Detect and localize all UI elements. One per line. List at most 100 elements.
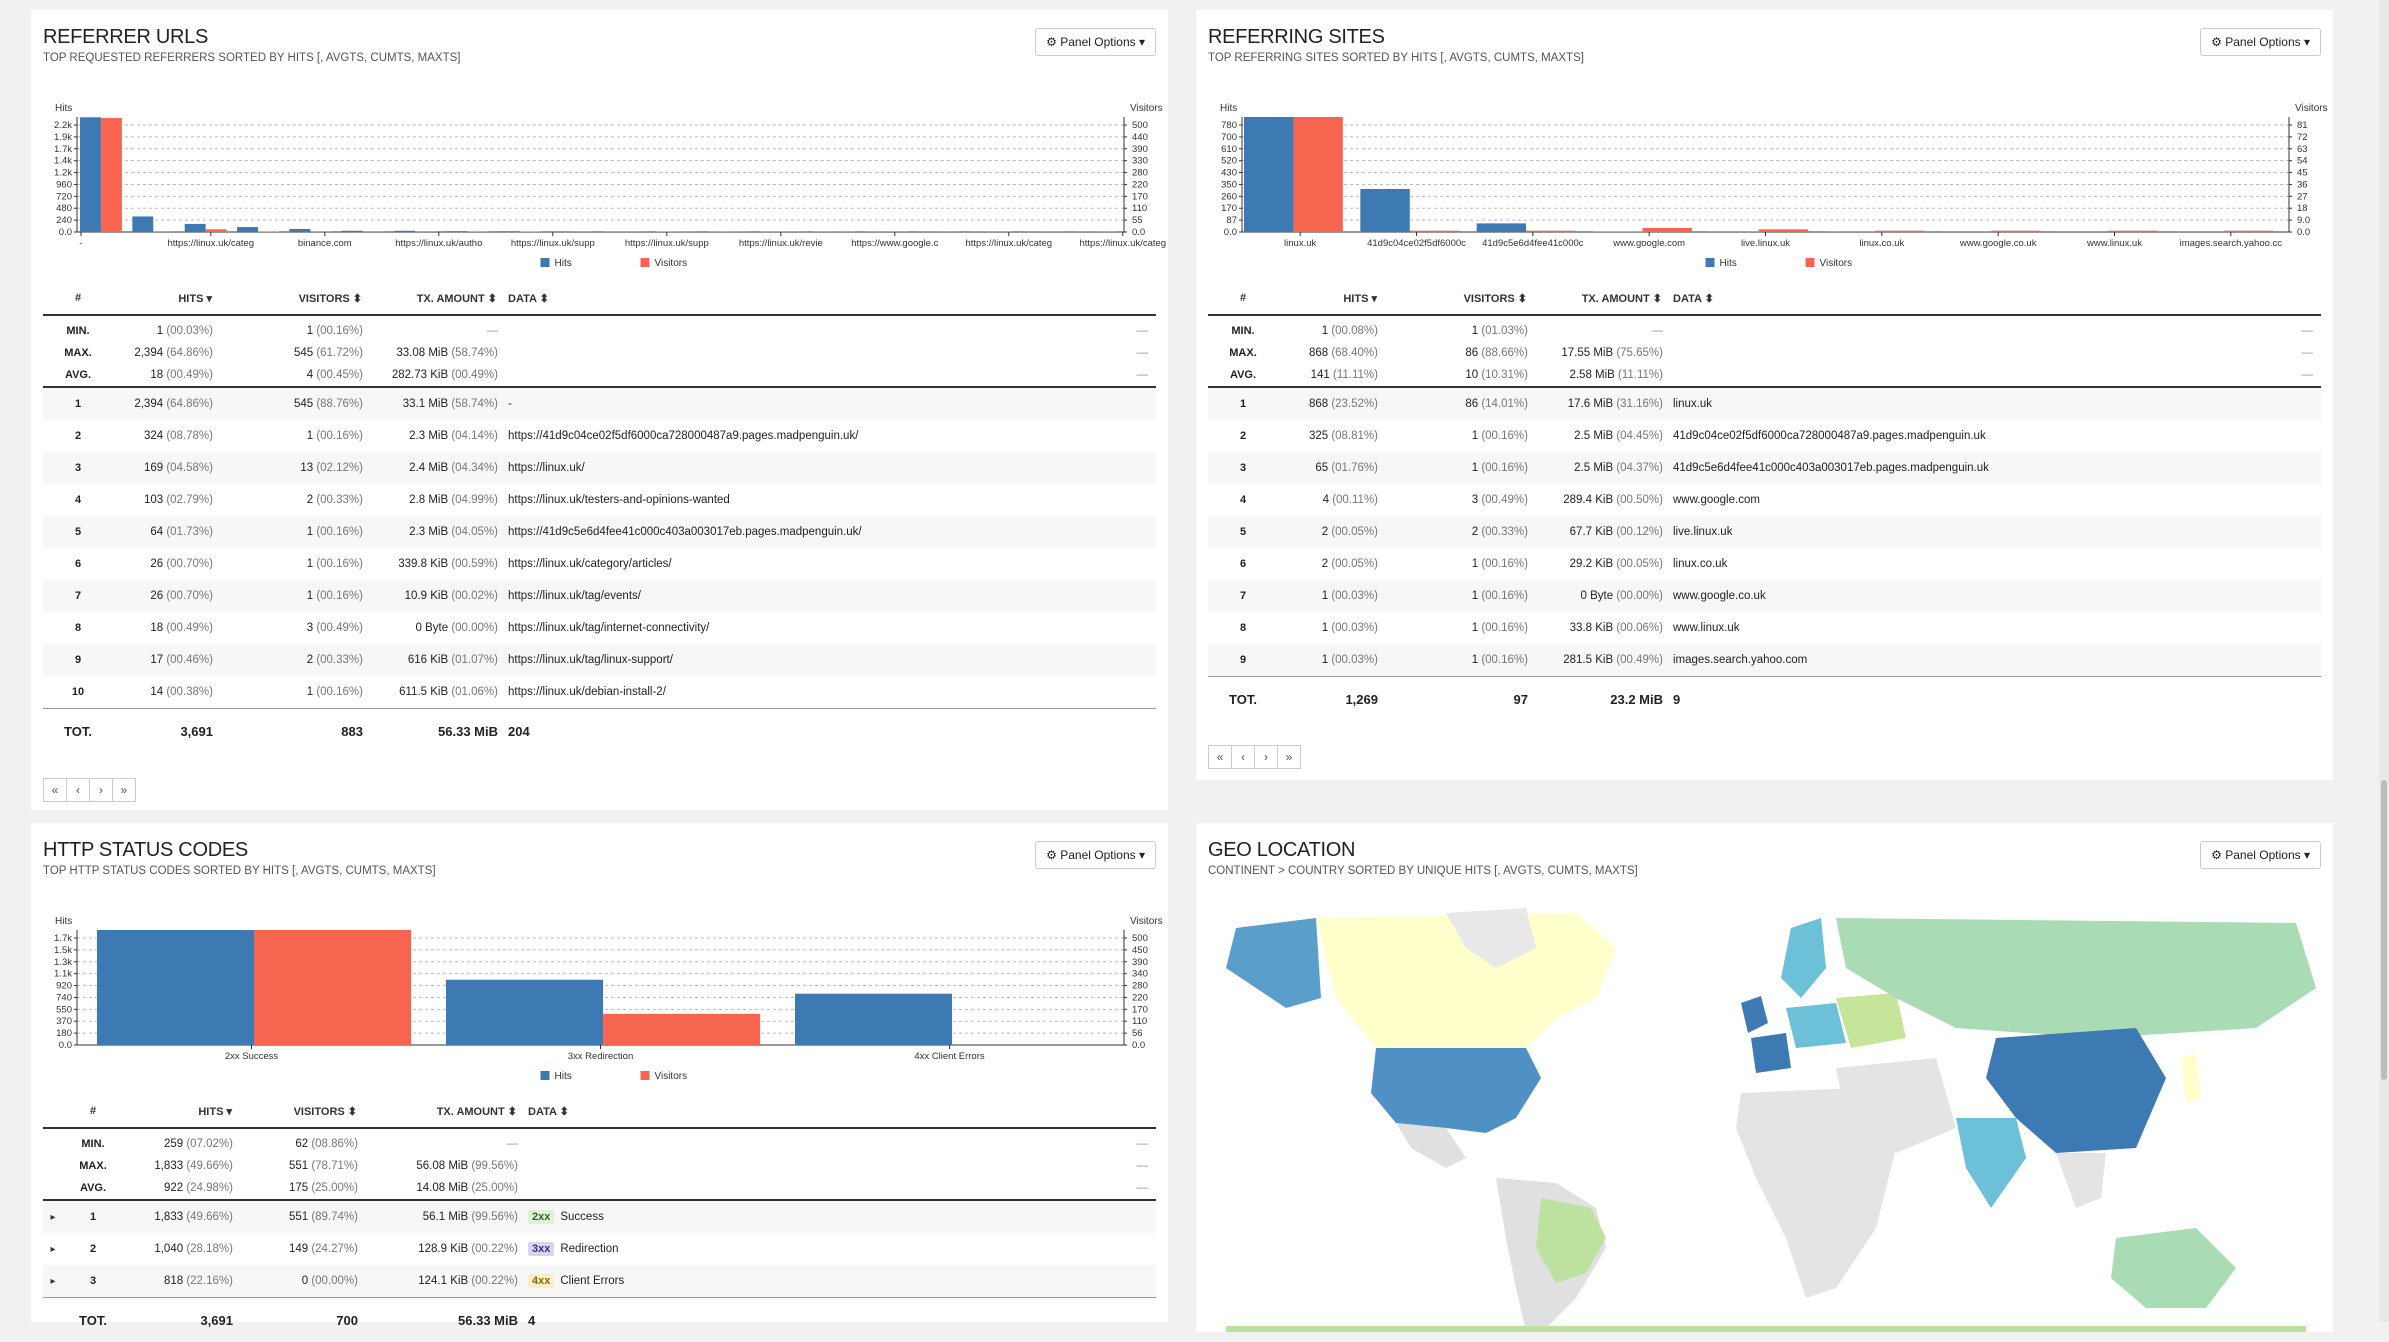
panel-options-button[interactable]: ⚙ Panel Options ▾ (2200, 28, 2321, 56)
bar-visitors[interactable] (1293, 117, 1342, 232)
bar-hits[interactable] (1593, 231, 1642, 232)
bar-visitors[interactable] (603, 1014, 760, 1045)
bar-hits[interactable] (1360, 189, 1409, 232)
data-cell: https://linux.uk/tag/linux-support/ (498, 644, 1156, 676)
first-page-button[interactable]: « (1208, 745, 1232, 769)
expand-caret-icon[interactable]: ▸ (50, 1244, 55, 1255)
col-header-tx-amount[interactable]: TX. AMOUNT ⬍ (1528, 282, 1663, 315)
first-page-button[interactable]: « (43, 778, 67, 802)
bar-visitors[interactable] (1526, 231, 1575, 232)
gear-icon: ⚙ (1046, 848, 1057, 862)
scrollbar-thumb[interactable] (2381, 780, 2387, 1080)
col-header-data[interactable]: DATA ⬍ (518, 1095, 1156, 1128)
panel-options-button[interactable]: ⚙ Panel Options ▾ (1035, 841, 1156, 869)
world-map[interactable] (1196, 908, 2333, 1332)
bar-hits[interactable] (342, 231, 363, 232)
prev-page-button[interactable]: ‹ (1231, 745, 1255, 769)
bar-hits[interactable] (795, 994, 952, 1045)
summary-row: AVG.922 (24.98%)175 (25.00%)14.08 MiB (2… (43, 1177, 1156, 1200)
bar-hits[interactable] (185, 224, 206, 232)
y2-tick-label: 81 (2297, 120, 2308, 131)
col-header-data[interactable]: DATA ⬍ (498, 282, 1156, 315)
col-header-hits[interactable]: HITS ▾ (1278, 282, 1378, 315)
bar-visitors[interactable] (1991, 231, 2040, 232)
next-page-button[interactable]: › (89, 778, 113, 802)
x-tick-label: https://linux.uk/supp (511, 238, 595, 249)
y-tick-label: 260 (1221, 191, 1237, 202)
bar-hits[interactable] (289, 229, 310, 232)
last-page-button[interactable]: » (112, 778, 136, 802)
bar-visitors[interactable] (1875, 231, 1924, 232)
prev-page-button[interactable]: ‹ (66, 778, 90, 802)
y2-tick-label: 450 (1132, 945, 1148, 956)
col-header-hits[interactable]: HITS ▾ (113, 282, 213, 315)
bar-visitors[interactable] (1642, 228, 1691, 232)
bar-visitors[interactable] (2108, 231, 2157, 232)
col-header-visitors[interactable]: VISITORS ⬍ (213, 282, 363, 315)
bar-hits[interactable] (446, 980, 603, 1045)
bar-visitors[interactable] (101, 118, 122, 232)
next-page-button[interactable]: › (1254, 745, 1278, 769)
bar-visitors[interactable] (254, 930, 411, 1045)
col-header-visitors[interactable]: VISITORS ⬍ (1378, 282, 1528, 315)
summary-row: MAX.1,833 (49.66%)551 (78.71%)56.08 MiB … (43, 1155, 1156, 1177)
bar-visitors[interactable] (206, 229, 227, 232)
last-page-button[interactable]: » (1277, 745, 1301, 769)
bar-visitors[interactable] (1759, 229, 1808, 232)
expand-caret-icon[interactable]: ▸ (50, 1276, 55, 1287)
y2-axis-label: Visitors (1130, 916, 1163, 927)
bar-hits[interactable] (446, 231, 467, 232)
bar-visitors[interactable] (2224, 231, 2273, 232)
legend-visitors-label: Visitors (655, 258, 688, 269)
map-central-europe[interactable] (1786, 1003, 1846, 1048)
map-france[interactable] (1751, 1033, 1791, 1073)
bar-hits[interactable] (551, 231, 572, 232)
col-header-visitors[interactable]: VISITORS ⬍ (233, 1095, 358, 1128)
expand-caret-icon[interactable]: ▸ (50, 1212, 55, 1223)
y-tick-label: 1.2k (54, 168, 72, 179)
col-header-tx-amount[interactable]: TX. AMOUNT ⬍ (363, 282, 498, 315)
bar-hits[interactable] (499, 231, 520, 232)
bar-hits[interactable] (1477, 223, 1526, 232)
bar-hits[interactable] (394, 231, 415, 232)
bar-hits[interactable] (80, 117, 101, 232)
bar-hits[interactable] (97, 930, 254, 1045)
col-header-tx-amount[interactable]: TX. AMOUNT ⬍ (358, 1095, 518, 1128)
legend-visitors-swatch (641, 1071, 650, 1080)
col-header-hits[interactable]: HITS ▾ (123, 1095, 233, 1128)
panel-options-button[interactable]: ⚙ Panel Options ▾ (2200, 841, 2321, 869)
bar-visitors[interactable] (1410, 231, 1459, 232)
bar-hits[interactable] (132, 216, 153, 232)
panel-options-button[interactable]: ⚙ Panel Options ▾ (1035, 28, 1156, 56)
col-header-data[interactable]: DATA ⬍ (1663, 282, 2321, 315)
bar-hits[interactable] (237, 227, 258, 232)
y-tick-label: 350 (1221, 179, 1237, 190)
bar-hits[interactable] (604, 231, 625, 232)
bar-hits[interactable] (1244, 117, 1293, 232)
bar-visitors[interactable] (467, 231, 488, 232)
page-scrollbar[interactable] (2379, 0, 2389, 1322)
